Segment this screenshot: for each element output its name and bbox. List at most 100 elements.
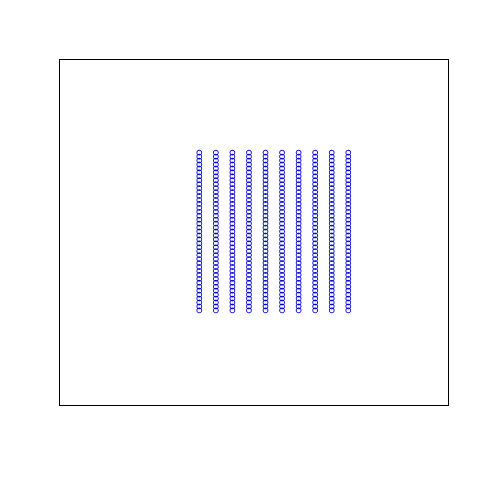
data-point — [345, 197, 352, 203]
data-point — [345, 220, 352, 227]
data-point — [246, 268, 252, 274]
data-point — [213, 256, 219, 262]
data-point — [246, 287, 252, 294]
data-point — [345, 299, 352, 306]
data-point — [279, 185, 285, 191]
data-point — [213, 303, 219, 310]
data-point — [262, 185, 269, 191]
data-point — [196, 248, 203, 255]
data-point — [295, 177, 302, 184]
data-point — [262, 208, 269, 215]
data-point — [229, 189, 236, 195]
data-point — [312, 240, 319, 247]
data-point — [196, 236, 203, 243]
data-point — [262, 303, 269, 310]
data-point — [295, 149, 302, 156]
data-point — [279, 216, 285, 223]
data-point — [196, 173, 203, 180]
data-point — [328, 295, 335, 302]
data-point — [262, 272, 269, 278]
data-point — [196, 268, 203, 274]
data-point — [328, 307, 335, 314]
data-point — [279, 291, 285, 298]
data-point — [262, 256, 269, 262]
data-point — [295, 252, 302, 259]
data-point — [196, 240, 203, 247]
data-point — [262, 244, 269, 251]
data-point — [328, 201, 335, 207]
data-point — [196, 260, 203, 266]
data-point — [328, 279, 335, 286]
data-point — [246, 291, 252, 298]
data-point — [246, 185, 252, 191]
data-point — [345, 212, 352, 219]
data-point — [345, 189, 352, 195]
data-point — [229, 165, 236, 172]
data-point — [246, 224, 252, 231]
data-point — [345, 291, 352, 298]
data-point — [312, 232, 319, 239]
data-point — [229, 224, 236, 231]
data-point — [262, 157, 269, 164]
data-point — [196, 149, 203, 156]
data-point — [262, 268, 269, 274]
data-point — [345, 260, 352, 266]
data-point — [279, 224, 285, 231]
data-point — [246, 201, 252, 207]
data-point — [213, 197, 219, 203]
data-point — [328, 169, 335, 176]
data-point — [246, 228, 252, 235]
data-point — [312, 149, 319, 156]
data-point — [295, 212, 302, 219]
data-point — [312, 169, 319, 176]
data-point — [328, 256, 335, 262]
data-point — [229, 279, 236, 286]
data-point — [295, 169, 302, 176]
data-point — [328, 299, 335, 306]
data-point — [213, 248, 219, 255]
data-point — [345, 201, 352, 207]
data-point — [262, 307, 269, 314]
data-point — [328, 232, 335, 239]
data-point — [229, 157, 236, 164]
data-point — [328, 275, 335, 282]
data-point — [262, 189, 269, 195]
data-point — [295, 291, 302, 298]
data-point — [246, 295, 252, 302]
data-point — [345, 161, 352, 168]
data-point — [229, 169, 236, 176]
data-point — [279, 272, 285, 278]
data-point — [328, 173, 335, 180]
data-point — [312, 193, 319, 199]
data-point — [295, 236, 302, 243]
data-point — [246, 220, 252, 227]
data-point — [229, 256, 236, 262]
data-point — [345, 256, 352, 262]
data-point — [213, 283, 219, 290]
data-point — [328, 212, 335, 219]
data-point — [246, 240, 252, 247]
data-point — [262, 287, 269, 294]
data-point — [295, 260, 302, 266]
data-point — [246, 264, 252, 270]
data-point — [229, 244, 236, 251]
data-point — [345, 149, 352, 156]
data-point — [328, 268, 335, 274]
data-point — [279, 149, 285, 156]
data-point — [196, 228, 203, 235]
data-point — [246, 161, 252, 168]
data-point — [213, 189, 219, 195]
data-point — [213, 205, 219, 211]
data-point — [312, 291, 319, 298]
data-point — [246, 173, 252, 180]
data-point — [345, 287, 352, 294]
data-point — [229, 185, 236, 191]
data-point — [328, 224, 335, 231]
data-point — [262, 275, 269, 282]
data-point — [229, 260, 236, 266]
data-point — [213, 291, 219, 298]
data-point — [196, 275, 203, 282]
data-point — [213, 268, 219, 274]
